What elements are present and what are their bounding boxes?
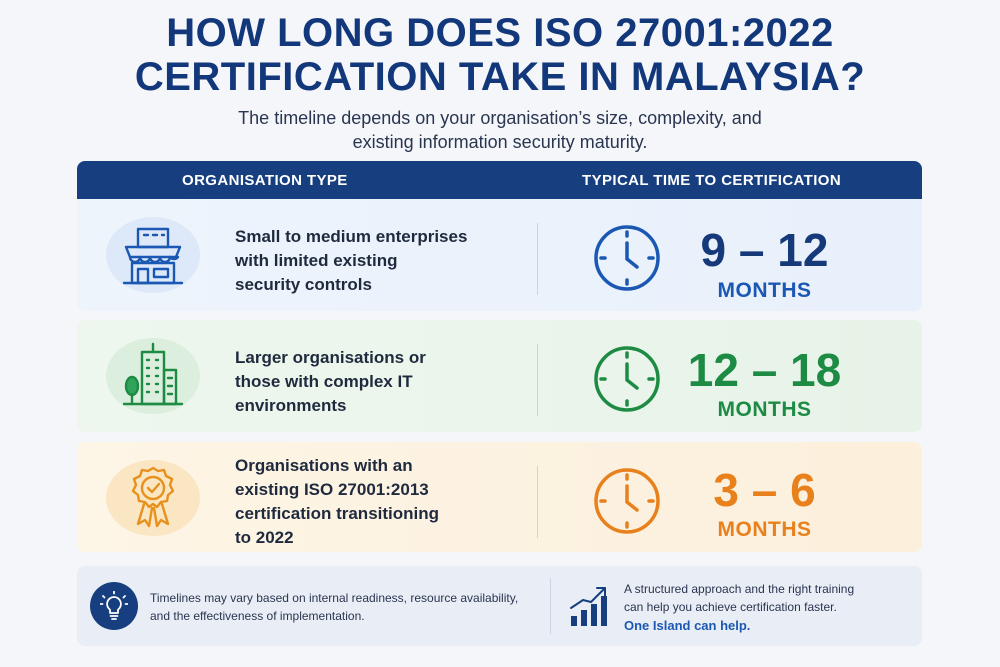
- row-divider: [537, 223, 538, 295]
- header-time-to-certification: TYPICAL TIME TO CERTIFICATION: [582, 172, 842, 189]
- clock-icon: [594, 346, 660, 412]
- footer-note: Timelines may vary based on internal rea…: [77, 566, 922, 646]
- footer-divider: [550, 578, 551, 634]
- row-description: Organisations with an existing ISO 27001…: [235, 456, 440, 547]
- row-divider: [537, 466, 538, 538]
- header-organisation-type: ORGANISATION TYPE: [182, 172, 348, 189]
- subtitle-line-2: existing information security maturity.: [352, 132, 648, 152]
- office-building-icon: [106, 338, 200, 414]
- row-description: Small to medium enterprises with limited…: [235, 227, 468, 294]
- lightbulb-icon: [90, 582, 138, 630]
- time-range: 12 – 18: [687, 344, 842, 396]
- one-island-cta: One Island can help.: [624, 618, 751, 633]
- time-range: 3 – 6: [713, 464, 816, 516]
- table-row-transition: Organisations with an existing ISO 27001…: [77, 442, 922, 552]
- timeline-disclaimer: Timelines may vary based on internal rea…: [150, 591, 519, 623]
- table-header: ORGANISATION TYPE TYPICAL TIME TO CERTIF…: [77, 161, 922, 199]
- time-range: 9 – 12: [700, 224, 829, 276]
- clock-icon: [594, 468, 660, 534]
- page-title-line-1: HOW LONG DOES ISO 27001:2022: [166, 11, 834, 55]
- page-title-line-2: CERTIFICATION TAKE IN MALAYSIA?: [134, 55, 866, 99]
- storefront-icon: [106, 217, 200, 293]
- time-unit: MONTHS: [717, 518, 812, 541]
- row-description: Larger organisations or those with compl…: [235, 348, 426, 415]
- time-unit: MONTHS: [717, 279, 812, 302]
- table-row-large-org: Larger organisations or those with compl…: [77, 320, 922, 432]
- table-row-sme: Small to medium enterprises with limited…: [77, 199, 922, 311]
- time-unit: MONTHS: [717, 398, 812, 421]
- training-callout: A structured approach and the right trai…: [624, 582, 855, 614]
- growth-chart-icon: [570, 587, 607, 626]
- subtitle-line-1: The timeline depends on your organisatio…: [238, 108, 762, 128]
- clock-icon: [594, 225, 660, 291]
- award-badge-icon: [106, 460, 200, 536]
- row-divider: [537, 344, 538, 416]
